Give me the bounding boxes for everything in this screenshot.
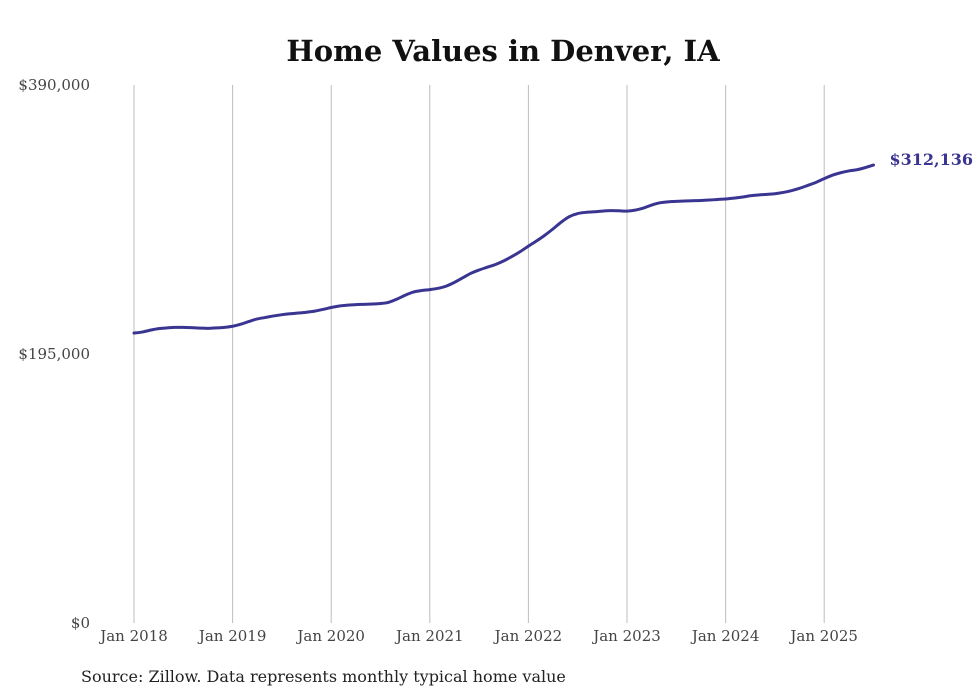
series-end-label: $312,136	[890, 150, 974, 169]
series-line	[132, 163, 875, 335]
x-axis: Jan 2018 Jan 2019 Jan 2020 Jan 2021 Jan 2022…	[98, 627, 858, 645]
x-tick-label: Jan 2019	[197, 627, 267, 645]
x-tick-label: Jan 2018	[98, 627, 168, 645]
x-tick-label: Jan 2021	[394, 627, 464, 645]
y-tick-label: $0	[71, 614, 90, 632]
x-tick-label: Jan 2022	[493, 627, 563, 645]
gridlines	[133, 85, 825, 623]
x-tick-label: Jan 2025	[788, 627, 858, 645]
x-tick-label: Jan 2024	[690, 627, 760, 645]
x-tick-label: Jan 2023	[591, 627, 661, 645]
chart-title: Home Values in Denver, IA	[286, 34, 720, 68]
source-note: Source: Zillow. Data represents monthly …	[81, 667, 566, 686]
y-axis: $0 $195,000 $390,000	[18, 76, 90, 632]
x-tick-label: Jan 2020	[295, 627, 365, 645]
y-tick-label: $195,000	[18, 345, 90, 363]
series-layer: $312,136	[132, 150, 974, 335]
y-tick-label: $390,000	[18, 76, 90, 94]
